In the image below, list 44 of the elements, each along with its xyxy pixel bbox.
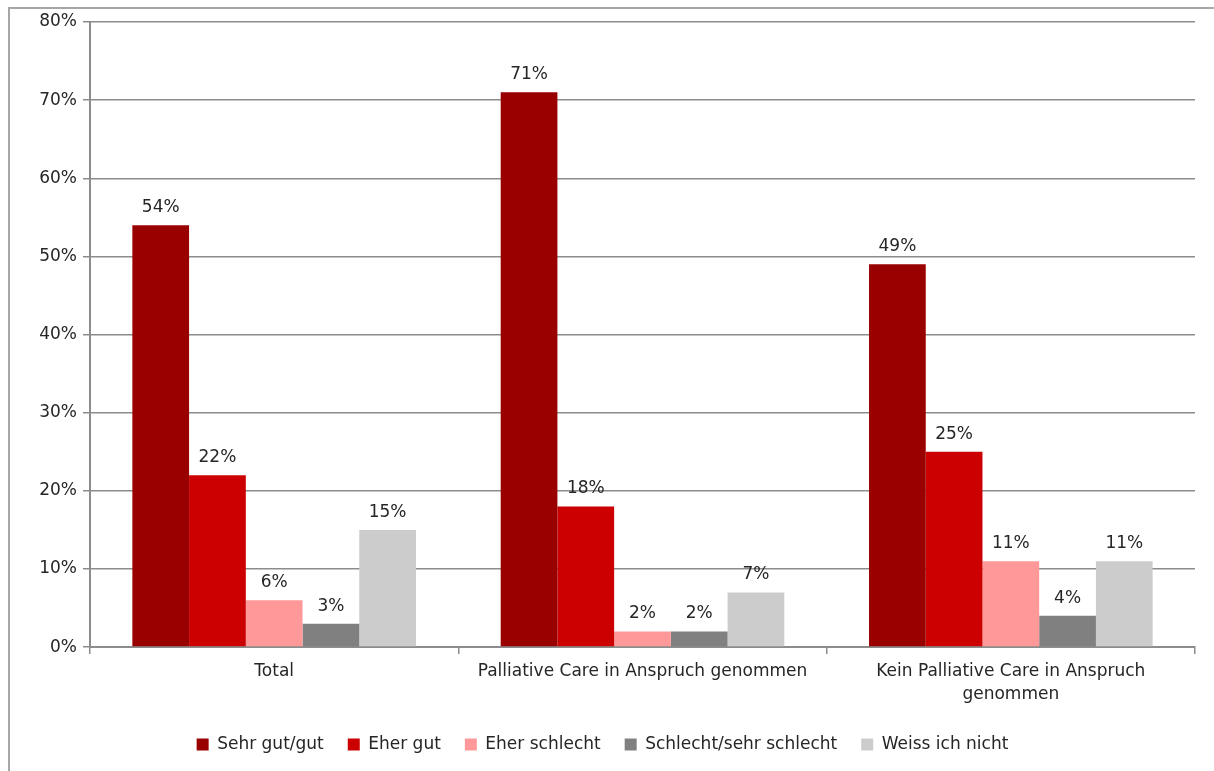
y-tick-label: 80% [39,10,77,31]
legend-label: Schlecht/sehr schlecht [645,732,838,753]
data-label: 11% [991,532,1030,553]
bar [132,225,190,647]
y-tick-label: 10% [39,557,77,578]
x-tick-label: Kein Palliative Care in Anspruch genommen [876,660,1146,703]
data-label: 11% [1105,532,1144,553]
bar [982,561,1040,647]
bar [925,451,983,647]
bar [245,600,303,647]
data-label: 3% [317,594,345,615]
data-label: 54% [141,196,180,217]
data-label: 18% [566,477,605,498]
legend-label: Eher gut [368,732,442,753]
y-tick-label: 60% [39,166,77,187]
bar [189,475,246,647]
legend-label: Sehr gut/gut [217,732,325,753]
y-tick-label: 50% [39,244,77,265]
legend-label: Eher schlecht [485,732,601,753]
legend-label: Weiss ich nicht [881,732,1009,753]
bar [614,631,671,647]
data-label: 25% [935,422,974,443]
y-tick-label: 20% [39,479,77,500]
y-tick-label: 0% [50,635,77,656]
data-label: 4% [1054,586,1082,607]
data-label: 6% [260,571,288,592]
bar [359,529,416,647]
data-label: 2% [629,602,656,623]
bar [869,264,926,647]
data-label: 22% [198,446,237,467]
y-tick-label: 40% [39,322,77,343]
y-tick-label: 30% [39,401,77,422]
data-label: 7% [742,563,770,584]
y-tick-label: 70% [39,88,77,109]
x-tick-label: Palliative Care in Anspruch genommen [477,660,808,680]
x-tick-label: Total [253,660,295,680]
bar [1095,561,1153,647]
data-label: 15% [368,500,407,521]
bar [727,592,785,647]
data-label: 49% [878,235,917,256]
data-label: 2% [685,602,713,623]
bar [557,506,615,647]
data-label: 71% [510,63,548,84]
bar [500,92,558,647]
